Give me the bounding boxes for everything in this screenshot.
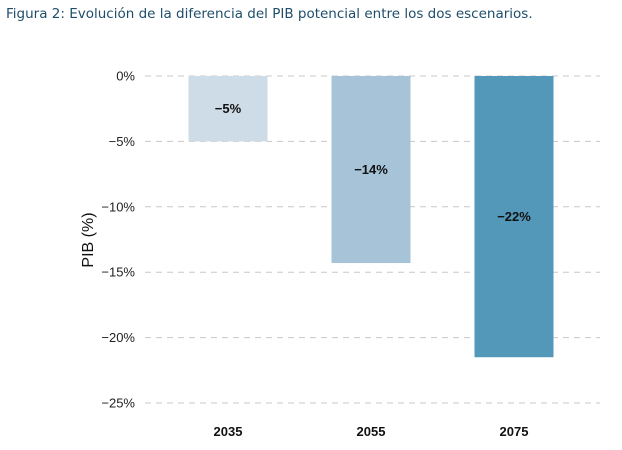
y-tick-label: −5% (109, 134, 136, 149)
figure-title: Figura 2: Evolución de la diferencia del… (6, 6, 533, 22)
y-tick-label: −25% (101, 396, 135, 411)
y-tick-label: −20% (101, 330, 135, 345)
data-label: −22% (497, 209, 531, 224)
x-tick-label: 2035 (214, 424, 243, 439)
bar-2075 (474, 76, 554, 358)
y-tick-label: −10% (101, 199, 135, 214)
y-tick-label: −15% (101, 265, 135, 280)
bar-2055 (331, 76, 411, 264)
bar-2035 (188, 76, 268, 142)
x-tick-label: 2075 (500, 424, 529, 439)
y-axis-label: PIB (%) (80, 212, 97, 267)
x-tick-label: 2055 (357, 424, 386, 439)
y-tick-label: 0% (116, 69, 135, 84)
data-label: −5% (215, 101, 242, 116)
data-label: −14% (354, 162, 388, 177)
